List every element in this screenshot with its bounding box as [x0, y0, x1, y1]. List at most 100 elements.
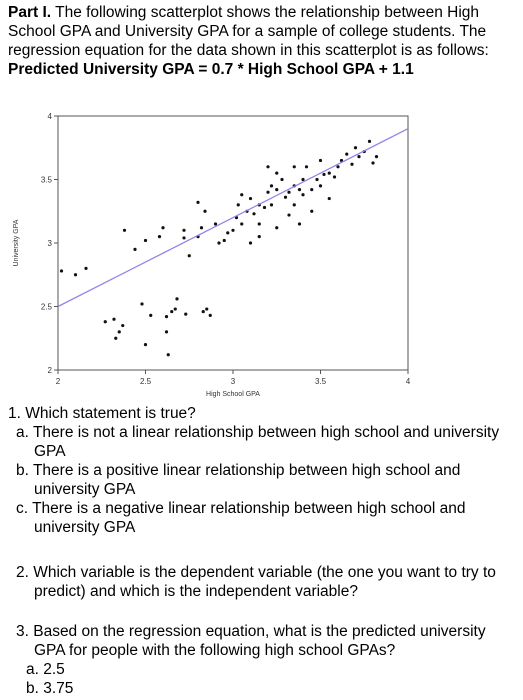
question-3: 3. Based on the regression equation, wha… [8, 622, 520, 698]
data-point [248, 196, 253, 201]
intro-paragraph: Part I. The following scatterplot shows … [8, 3, 518, 79]
data-point [222, 238, 226, 243]
x-tick-label: 3 [231, 377, 236, 386]
data-point [208, 313, 212, 317]
data-point [266, 165, 270, 169]
data-point [117, 330, 121, 334]
data-point [196, 200, 200, 204]
data-point [149, 313, 153, 317]
data-point [332, 175, 337, 179]
regression-equation: Predicted University GPA = 0.7 * High Sc… [8, 61, 414, 78]
question-1-option-b: b. There is a positive linear relationsh… [16, 462, 461, 498]
data-point [59, 269, 64, 273]
x-tick-label: 2.5 [140, 377, 152, 386]
question-3-option-a: a. 2.5 [26, 661, 65, 678]
data-point [199, 226, 204, 230]
data-point [322, 172, 326, 177]
data-point [231, 228, 235, 232]
data-point [205, 307, 209, 311]
data-point [357, 155, 361, 159]
data-point [257, 235, 261, 239]
y-tick-label: 3 [48, 239, 53, 248]
data-point [275, 226, 279, 230]
data-point [173, 307, 177, 311]
data-point [292, 165, 296, 169]
data-point [182, 228, 186, 232]
data-point [350, 162, 354, 166]
data-point [345, 152, 349, 156]
data-point [157, 235, 162, 239]
data-point [297, 188, 302, 192]
data-point [301, 177, 305, 182]
data-point [266, 190, 270, 194]
data-point [269, 184, 274, 188]
data-point [353, 146, 358, 150]
x-tick-label: 2 [56, 377, 61, 386]
data-point [217, 241, 221, 245]
question-1-option-a: a. There is not a linear relationship be… [16, 424, 500, 460]
y-tick-label: 2.5 [41, 303, 53, 312]
regression-line [57, 128, 409, 308]
data-point [73, 273, 78, 277]
data-point [304, 165, 309, 169]
data-point [287, 190, 291, 194]
data-point [213, 222, 218, 226]
x-tick-label: 4 [406, 377, 411, 386]
part-label: Part I. [8, 4, 52, 21]
data-point [269, 203, 274, 207]
data-point [367, 139, 372, 143]
question-1-option-c: c. There is a negative linear relationsh… [16, 500, 466, 536]
intro-text: The following scatterplot shows the rela… [8, 4, 489, 59]
y-tick-label: 3.5 [41, 176, 53, 185]
question-1: 1. Which statement is true? a. There is … [8, 404, 520, 537]
data-point [287, 213, 291, 217]
data-point [84, 266, 88, 270]
data-point [184, 312, 188, 316]
data-point [336, 165, 340, 169]
data-point [122, 228, 127, 232]
x-tick-label: 3.5 [315, 377, 327, 386]
question-2: 2. Which variable is the dependent varia… [8, 563, 520, 601]
data-point [236, 203, 240, 207]
data-point [240, 193, 244, 197]
data-point [280, 177, 284, 182]
data-point [175, 297, 179, 301]
data-point [140, 302, 144, 306]
data-point [301, 193, 305, 197]
data-point [240, 222, 244, 226]
data-point [166, 353, 170, 357]
data-point [143, 343, 148, 347]
question-2-text: 2. Which variable is the dependent varia… [16, 564, 496, 600]
data-point [257, 222, 261, 226]
y-axis-label: University GPA [13, 219, 20, 266]
data-point [133, 247, 137, 251]
data-point [121, 323, 125, 328]
data-point [164, 330, 169, 334]
data-point [161, 226, 165, 230]
x-axis-label: High School GPA [206, 391, 260, 398]
plot-area [57, 115, 409, 371]
data-point [275, 188, 279, 192]
data-point [201, 309, 205, 314]
data-point [248, 241, 253, 245]
question-3-text: 3. Based on the regression equation, wha… [16, 623, 486, 659]
data-point [310, 209, 314, 213]
data-point [283, 195, 288, 199]
data-point [103, 320, 107, 324]
data-point [262, 205, 267, 210]
data-point [371, 161, 375, 165]
data-point [327, 196, 331, 201]
data-point [182, 236, 186, 240]
data-point [297, 222, 302, 226]
data-point [252, 212, 256, 216]
y-tick-label: 4 [48, 112, 53, 121]
data-point [310, 188, 314, 192]
data-point [164, 315, 169, 319]
data-point [275, 171, 279, 175]
data-point [187, 254, 191, 258]
data-point [327, 171, 331, 175]
data-point [226, 231, 230, 235]
data-point [318, 184, 323, 188]
data-point [112, 317, 116, 321]
data-point [374, 155, 379, 159]
